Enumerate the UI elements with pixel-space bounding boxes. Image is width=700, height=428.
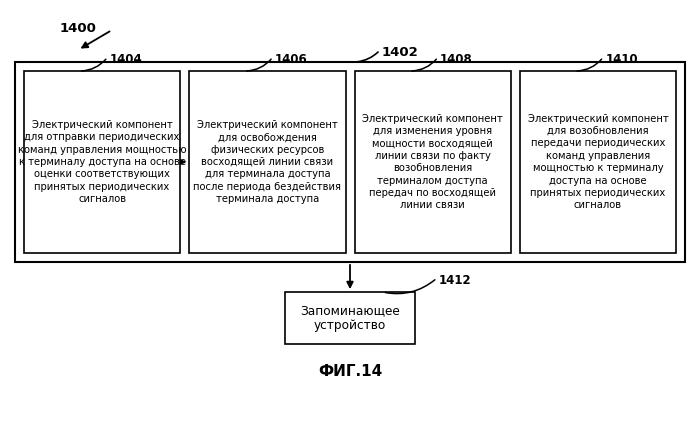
Bar (24, 71, 181, 253)
Text: Электрический компонент
для изменения уровня
мощности восходящей
линии связи по : Электрический компонент для изменения ур… (363, 113, 503, 211)
Text: 1412: 1412 (439, 274, 472, 287)
Text: 1410: 1410 (606, 53, 638, 66)
Text: Электрический компонент
для отправки периодических
команд управления мощностью
к: Электрический компонент для отправки пер… (18, 120, 186, 204)
Text: 1402: 1402 (382, 46, 419, 59)
Text: 1406: 1406 (275, 53, 307, 66)
Text: 1404: 1404 (110, 53, 142, 66)
Text: Запоминающее
устройство: Запоминающее устройство (300, 304, 400, 332)
Bar (354, 71, 511, 253)
Bar (285, 292, 415, 344)
Text: 1408: 1408 (440, 53, 473, 66)
Bar (189, 71, 346, 253)
Text: Электрический компонент
для освобождения
физических ресурсов
восходящей линии св: Электрический компонент для освобождения… (193, 120, 342, 204)
Text: 1400: 1400 (60, 22, 97, 35)
Text: ФИГ.14: ФИГ.14 (318, 364, 382, 379)
Text: Электрический компонент
для возобновления
передачи периодических
команд управлен: Электрический компонент для возобновлени… (528, 113, 668, 211)
Bar (519, 71, 676, 253)
Bar (15, 62, 685, 262)
